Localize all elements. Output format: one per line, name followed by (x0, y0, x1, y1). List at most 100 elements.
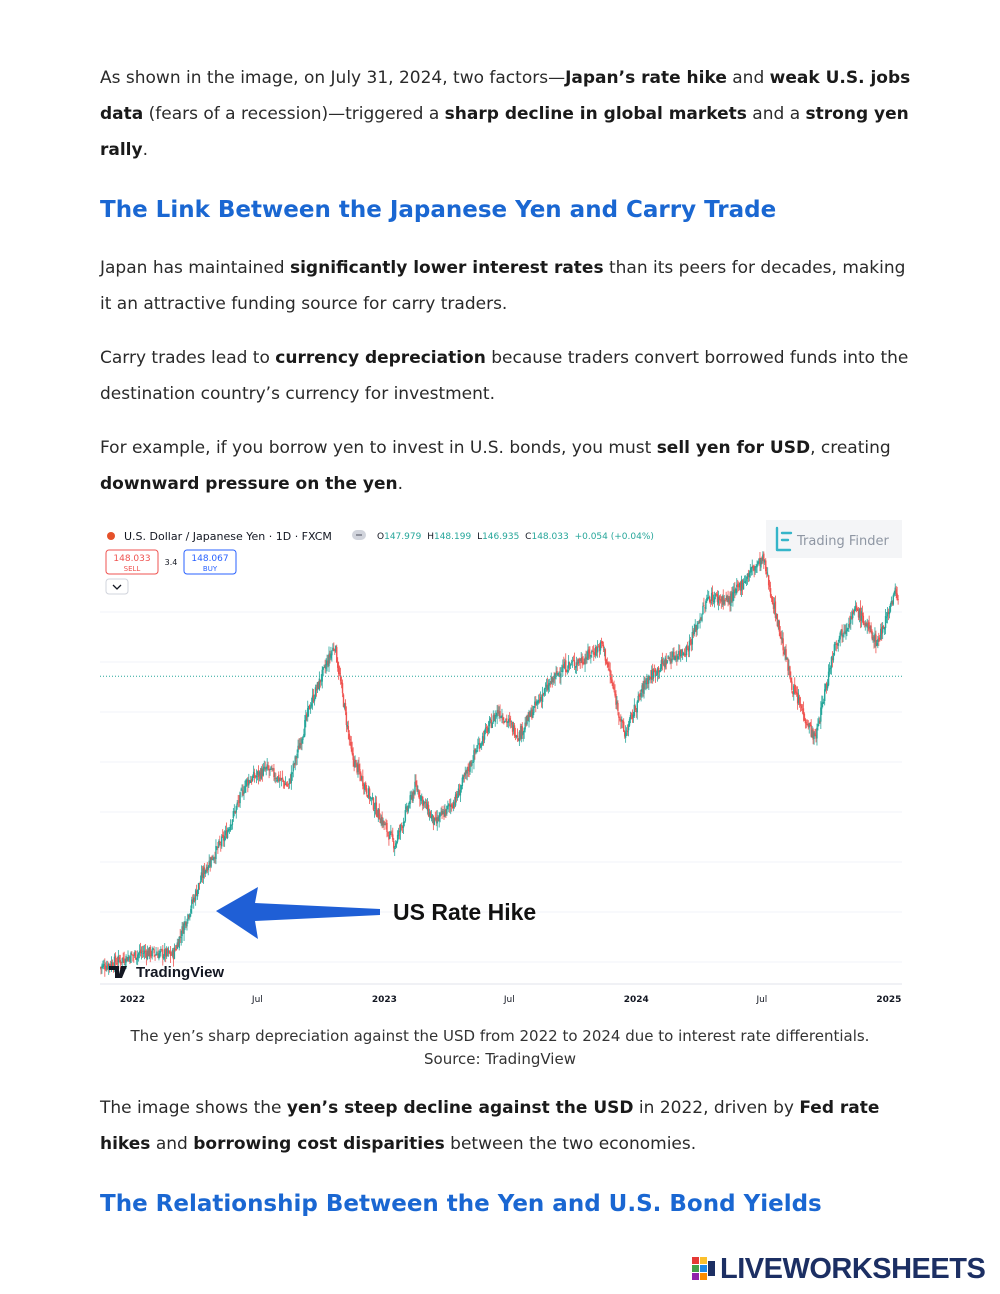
candle-body (741, 580, 744, 589)
candle-body (245, 780, 247, 787)
candle-body (799, 704, 802, 706)
candle (592, 646, 594, 652)
candle (870, 622, 872, 634)
candle-body (136, 954, 139, 959)
candle (327, 654, 329, 668)
candle (425, 799, 428, 810)
candle-body (286, 785, 289, 786)
candle (302, 735, 304, 744)
candle (521, 722, 523, 739)
candle (401, 825, 404, 834)
annotation-label: US Rate Hike (393, 899, 536, 925)
candle (655, 670, 658, 676)
candle (358, 757, 360, 775)
candle (257, 765, 260, 785)
candle (243, 786, 245, 801)
candle (607, 661, 609, 671)
candle (337, 657, 339, 672)
candle-body (293, 764, 295, 766)
candle (326, 654, 328, 672)
candle-body (480, 743, 483, 744)
candle (848, 617, 850, 633)
candle (367, 785, 370, 800)
candle (805, 719, 808, 729)
candle (674, 655, 676, 661)
candle (522, 730, 524, 742)
candle (308, 704, 311, 710)
candle (136, 950, 139, 966)
candle-body (257, 770, 260, 778)
candle (362, 769, 364, 790)
candle-body (531, 709, 533, 719)
liveworksheets-logo[interactable]: LIVEWORKSHEETS (692, 1252, 992, 1286)
candle-body (479, 743, 481, 749)
candle (581, 653, 583, 669)
candle-body (491, 722, 494, 728)
candle-body (562, 665, 564, 672)
candle (510, 720, 513, 728)
candle (780, 630, 782, 646)
candle-body (214, 857, 216, 859)
candle (566, 669, 568, 673)
candle (884, 608, 887, 635)
candle-body (366, 794, 369, 798)
candle (170, 951, 173, 956)
chart-svg: U.S. Dollar / Japanese Yen · 1D · FXCM O… (100, 520, 902, 1012)
candle-body (335, 646, 337, 652)
candle (218, 839, 220, 849)
candle (356, 762, 358, 775)
candle-body (240, 789, 242, 791)
candle (487, 721, 490, 735)
candle (650, 669, 652, 684)
candle (315, 684, 318, 697)
candle-body (623, 721, 625, 732)
candle (477, 738, 479, 752)
candle-body (880, 628, 882, 640)
candle-body (605, 659, 608, 664)
candle (505, 718, 507, 722)
candle (306, 712, 308, 722)
candle-body (246, 779, 248, 782)
candle-body (287, 784, 290, 785)
candle (859, 600, 862, 629)
candle-body (252, 771, 255, 778)
candle (747, 569, 750, 583)
candle (201, 865, 204, 883)
candle-body (409, 795, 411, 805)
candle (876, 640, 878, 647)
candle-body (585, 656, 587, 659)
candle-body (680, 649, 683, 654)
candle (882, 625, 885, 629)
candle-body (575, 662, 578, 668)
tradingview-icon (109, 966, 127, 978)
sell-button[interactable]: 148.033 SELL (105, 549, 159, 575)
candle (571, 656, 574, 668)
candle (759, 551, 761, 572)
candle-body (408, 805, 410, 807)
candle-body (566, 670, 568, 672)
collapse-button[interactable] (105, 578, 129, 595)
candle-body (652, 668, 654, 680)
candle-body (653, 670, 656, 671)
candle-body (641, 685, 643, 692)
candle-body (406, 807, 408, 811)
candle (559, 667, 561, 684)
candle (890, 596, 893, 607)
candle-body (631, 714, 634, 719)
candle-body (202, 868, 205, 878)
candle (145, 949, 148, 966)
buy-button[interactable]: 148.067 BUY (183, 549, 237, 575)
candle (128, 954, 130, 963)
candle (383, 820, 385, 831)
candle (100, 966, 102, 975)
candle (226, 827, 229, 840)
candle-body (743, 581, 746, 583)
candle (691, 625, 694, 651)
candle (180, 930, 182, 946)
candle-body (176, 942, 179, 949)
chart-legend: U.S. Dollar / Japanese Yen · 1D · FXCM O… (107, 530, 654, 543)
candle (483, 729, 486, 744)
candle-body (774, 601, 777, 618)
candle-body (649, 676, 651, 678)
candle (896, 586, 898, 601)
